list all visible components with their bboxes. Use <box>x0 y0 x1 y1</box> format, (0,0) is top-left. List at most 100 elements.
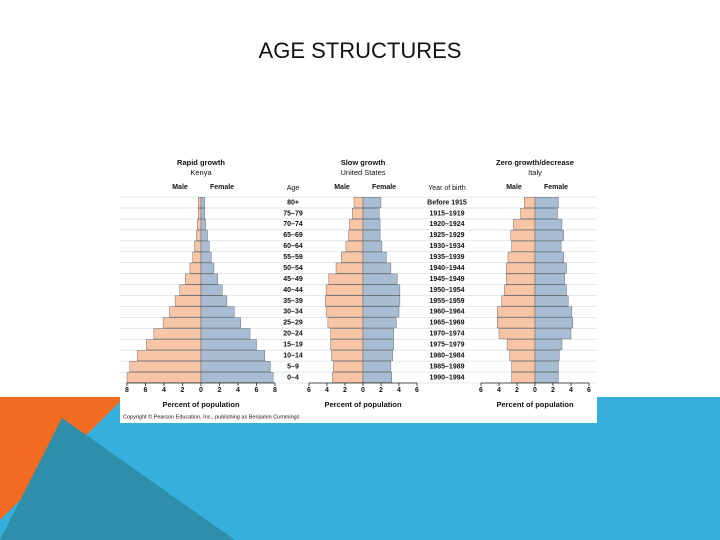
bar <box>169 306 202 318</box>
year-label: 1925–1929 <box>429 232 464 239</box>
bar <box>136 350 202 362</box>
x-tick-label: 2 <box>343 387 347 394</box>
legend-label: Male <box>506 184 522 191</box>
x-tick-label: 2 <box>515 387 519 394</box>
x-tick-label: 0 <box>361 387 365 394</box>
bar <box>362 339 394 351</box>
bar <box>534 262 567 274</box>
bar <box>362 197 382 208</box>
bar <box>497 306 536 318</box>
year-header: Year of birth <box>428 185 466 192</box>
year-label: 1920–1924 <box>429 221 464 228</box>
bar <box>153 328 202 340</box>
bar <box>345 240 364 252</box>
bar <box>362 306 400 318</box>
bar <box>534 339 563 351</box>
age-label: 80+ <box>287 199 299 206</box>
age-label: 15–19 <box>283 342 303 349</box>
bar <box>146 339 202 351</box>
bar <box>200 251 212 263</box>
bar <box>331 350 364 362</box>
teal-triangle <box>0 418 235 540</box>
x-axis-label: Percent of population <box>162 400 240 409</box>
year-label: 1980–1984 <box>429 352 464 359</box>
bar <box>506 339 536 351</box>
x-tick-label: 4 <box>497 387 501 394</box>
bar <box>511 372 536 383</box>
bar <box>362 372 392 383</box>
bar <box>362 350 393 362</box>
bar <box>362 229 381 241</box>
legend-label: Female <box>544 184 568 191</box>
bar <box>362 284 401 296</box>
bar <box>534 317 573 329</box>
bar <box>362 218 381 230</box>
bar <box>352 208 364 219</box>
bar <box>200 339 257 351</box>
age-header: Age <box>287 185 300 192</box>
bar <box>534 284 567 296</box>
x-axis-label: Percent of population <box>324 400 402 409</box>
x-tick-label: 6 <box>415 387 419 394</box>
slide-title: AGE STRUCTURES <box>259 38 462 63</box>
legend-label: Male <box>334 184 350 191</box>
legend-label: Male <box>172 184 188 191</box>
bar <box>362 317 397 329</box>
bar <box>534 328 572 340</box>
bar <box>362 262 392 274</box>
x-tick-label: 6 <box>255 387 259 394</box>
bar <box>534 229 564 241</box>
bar <box>362 251 387 263</box>
bar <box>162 317 202 329</box>
bar <box>126 372 202 383</box>
age-label: 5–9 <box>287 363 299 370</box>
bar <box>504 284 536 296</box>
bar <box>534 240 562 252</box>
bar <box>520 208 536 219</box>
bar <box>197 218 202 230</box>
bar <box>534 350 560 362</box>
bar <box>192 251 202 263</box>
x-tick-label: 0 <box>199 387 203 394</box>
bar <box>200 240 210 252</box>
x-tick-label: 8 <box>273 387 277 394</box>
bar <box>511 361 536 372</box>
bar <box>200 197 205 208</box>
year-label: 1935–1939 <box>429 254 464 261</box>
age-label: 0–4 <box>287 374 299 381</box>
age-label: 20–24 <box>283 331 303 338</box>
chart-subtitle: Italy <box>528 168 542 177</box>
bar <box>524 197 536 208</box>
bar <box>189 262 202 274</box>
x-axis-label: Percent of population <box>496 400 574 409</box>
x-tick-label: 4 <box>397 387 401 394</box>
bar <box>200 262 215 274</box>
age-label: 70–74 <box>283 221 303 228</box>
chart-title: Zero growth/decrease <box>496 158 574 167</box>
bar <box>362 361 392 372</box>
age-label: 75–79 <box>283 210 303 217</box>
bar <box>185 273 202 285</box>
bar <box>325 284 364 296</box>
bar <box>198 208 202 219</box>
bar <box>534 273 565 285</box>
bar <box>200 295 228 307</box>
bar <box>362 273 398 285</box>
age-label: 40–44 <box>283 287 303 294</box>
x-tick-label: 8 <box>125 387 129 394</box>
year-label: 1960–1964 <box>429 309 464 316</box>
year-label: Before 1915 <box>427 199 467 206</box>
bar <box>333 361 364 372</box>
legend-label: Female <box>372 184 396 191</box>
x-tick-label: 6 <box>479 387 483 394</box>
bar <box>129 361 202 372</box>
bar <box>513 218 536 230</box>
bar <box>330 339 364 351</box>
bar <box>200 328 251 340</box>
age-label: 35–39 <box>283 298 303 305</box>
year-label: 1940–1944 <box>429 265 464 272</box>
bar <box>362 240 383 252</box>
legend-label: Female <box>210 184 234 191</box>
bar <box>332 372 364 383</box>
